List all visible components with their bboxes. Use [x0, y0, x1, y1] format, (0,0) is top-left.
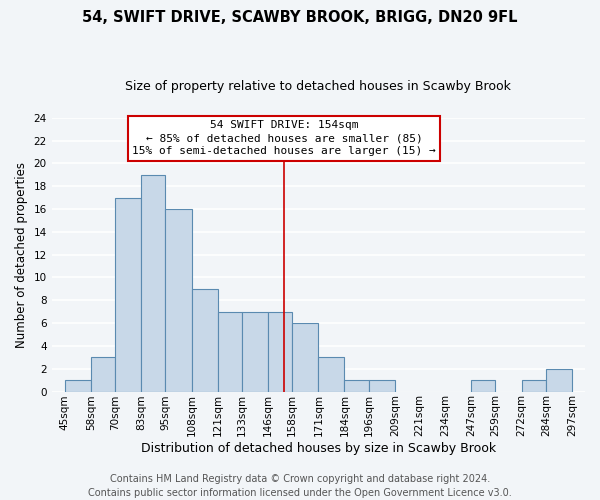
Bar	[546, 368, 572, 392]
Bar	[368, 380, 395, 392]
Bar	[344, 380, 368, 392]
Bar	[471, 380, 496, 392]
Bar	[292, 323, 319, 392]
Bar	[65, 380, 91, 392]
Bar	[242, 312, 268, 392]
Bar	[521, 380, 546, 392]
Bar	[166, 209, 191, 392]
Title: Size of property relative to detached houses in Scawby Brook: Size of property relative to detached ho…	[125, 80, 511, 93]
Bar	[141, 175, 166, 392]
Bar	[268, 312, 292, 392]
Bar	[218, 312, 242, 392]
Text: 54, SWIFT DRIVE, SCAWBY BROOK, BRIGG, DN20 9FL: 54, SWIFT DRIVE, SCAWBY BROOK, BRIGG, DN…	[82, 10, 518, 25]
X-axis label: Distribution of detached houses by size in Scawby Brook: Distribution of detached houses by size …	[141, 442, 496, 455]
Text: 54 SWIFT DRIVE: 154sqm
← 85% of detached houses are smaller (85)
15% of semi-det: 54 SWIFT DRIVE: 154sqm ← 85% of detached…	[132, 120, 436, 156]
Text: Contains HM Land Registry data © Crown copyright and database right 2024.
Contai: Contains HM Land Registry data © Crown c…	[88, 474, 512, 498]
Bar	[91, 358, 115, 392]
Bar	[319, 358, 344, 392]
Bar	[191, 289, 218, 392]
Bar	[115, 198, 141, 392]
Y-axis label: Number of detached properties: Number of detached properties	[15, 162, 28, 348]
